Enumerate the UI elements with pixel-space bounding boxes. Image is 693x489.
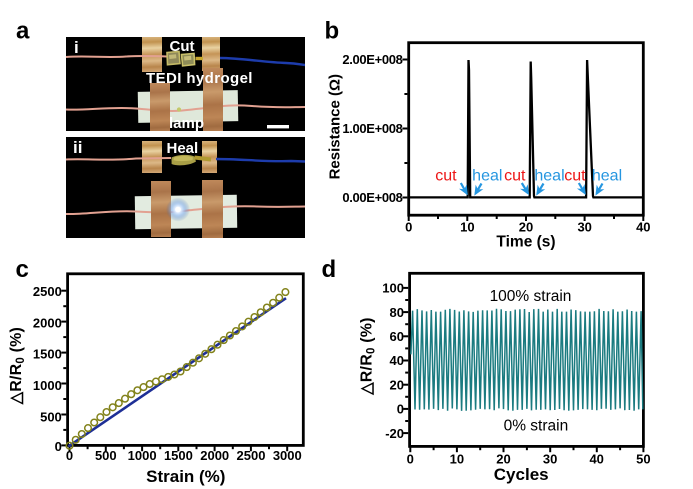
svg-text:1500: 1500 — [33, 347, 62, 362]
svg-text:2500: 2500 — [237, 448, 266, 463]
svg-text:0: 0 — [55, 439, 62, 454]
svg-text:0.00E+008: 0.00E+008 — [342, 190, 402, 205]
svg-text:30: 30 — [577, 220, 591, 235]
svg-text:1.00E+008: 1.00E+008 — [342, 121, 402, 136]
svg-text:a: a — [16, 18, 30, 45]
svg-text:d: d — [322, 256, 337, 283]
svg-text:2000: 2000 — [33, 315, 62, 330]
svg-text:b: b — [325, 18, 340, 45]
svg-text:c: c — [16, 256, 29, 283]
svg-text:Cycles: Cycles — [494, 465, 549, 484]
svg-text:80: 80 — [390, 305, 404, 320]
svg-text:0: 0 — [66, 448, 73, 463]
svg-text:20: 20 — [519, 220, 533, 235]
svg-text:cut: cut — [504, 168, 526, 185]
svg-text:50: 50 — [636, 451, 650, 466]
svg-text:20: 20 — [496, 451, 510, 466]
svg-text:500: 500 — [95, 448, 117, 463]
svg-text:40: 40 — [636, 220, 650, 235]
svg-text:40: 40 — [589, 451, 603, 466]
svg-text:0: 0 — [397, 402, 404, 417]
svg-text:100: 100 — [382, 281, 404, 296]
svg-text:2000: 2000 — [200, 448, 229, 463]
svg-text:Resistance (Ω): Resistance (Ω) — [327, 74, 344, 179]
svg-text:cut: cut — [564, 168, 586, 185]
svg-text:60: 60 — [390, 329, 404, 344]
svg-text:cut: cut — [435, 168, 457, 185]
svg-text:100% strain: 100% strain — [490, 288, 572, 305]
svg-text:△R/R0 (%): △R/R0 (%) — [8, 327, 27, 405]
svg-text:heal: heal — [592, 168, 622, 185]
svg-text:heal: heal — [534, 168, 564, 185]
svg-text:40: 40 — [390, 353, 404, 368]
svg-text:0: 0 — [405, 220, 412, 235]
svg-text:Time (s): Time (s) — [496, 234, 555, 251]
svg-text:0: 0 — [407, 451, 414, 466]
svg-text:20: 20 — [390, 377, 404, 392]
svg-text:heal: heal — [472, 168, 502, 185]
svg-text:1000: 1000 — [33, 378, 62, 393]
svg-text:2.00E+008: 2.00E+008 — [342, 52, 402, 67]
svg-text:-20: -20 — [385, 426, 404, 441]
svg-text:1000: 1000 — [128, 448, 157, 463]
svg-text:0% strain: 0% strain — [504, 417, 569, 434]
svg-text:Strain (%): Strain (%) — [146, 467, 225, 486]
svg-text:3000: 3000 — [273, 448, 302, 463]
svg-text:30: 30 — [543, 451, 557, 466]
svg-text:10: 10 — [460, 220, 474, 235]
svg-text:1500: 1500 — [164, 448, 193, 463]
svg-text:2500: 2500 — [33, 284, 62, 299]
svg-text:10: 10 — [450, 451, 464, 466]
svg-text:△R/R0 (%): △R/R0 (%) — [359, 317, 378, 395]
svg-text:500: 500 — [40, 409, 62, 424]
